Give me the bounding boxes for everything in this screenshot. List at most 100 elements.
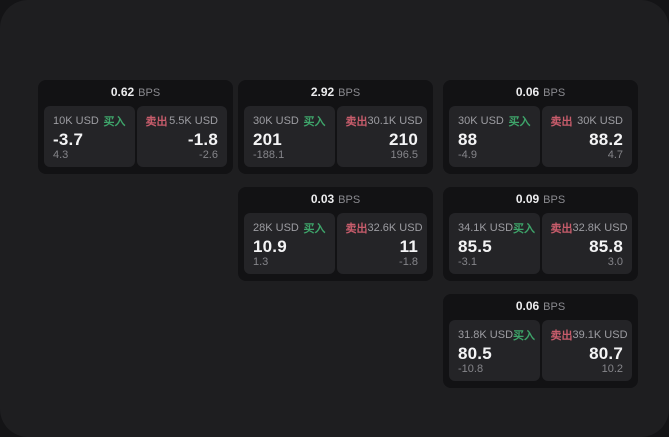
sell-amount: 32.8K USD	[572, 222, 628, 234]
sell-panel: 卖出 32.8K USD 85.8 3.0	[541, 213, 632, 274]
sell-sub-value: 196.5	[390, 149, 418, 161]
quote-card[interactable]: 0.06 BPS 30K USD 买入 88 -4.9 卖出 30K USD 8…	[443, 80, 638, 174]
sell-side-label: 卖出	[345, 223, 368, 235]
sell-amount: 32.6K USD	[367, 222, 423, 234]
sell-sub-value: -1.8	[399, 256, 418, 268]
sell-panel-top-row: 卖出 30K USD	[551, 113, 624, 129]
quote-panels: 28K USD 买入 10.9 1.3 卖出 32.6K USD 11 -1.8	[238, 211, 433, 274]
buy-side-label: 买入	[303, 116, 326, 128]
buy-panel: 10K USD 买入 -3.7 4.3	[44, 106, 135, 167]
sell-panel-top-row: 卖出 32.6K USD	[345, 220, 423, 236]
quote-panels: 34.1K USD 买入 85.5 -3.1 卖出 32.8K USD 85.8…	[443, 211, 638, 274]
bps-header: 0.62 BPS	[38, 80, 233, 104]
sell-panel: 卖出 32.6K USD 11 -1.8	[336, 213, 427, 274]
buy-price: 88	[458, 130, 478, 149]
bps-header: 0.06 BPS	[443, 80, 638, 104]
bps-unit-label: BPS	[338, 87, 361, 99]
buy-panel: 28K USD 买入 10.9 1.3	[244, 213, 335, 274]
sell-amount: 30.1K USD	[367, 115, 423, 127]
buy-sub-value: -188.1	[253, 149, 285, 161]
sell-side-label: 卖出	[145, 116, 168, 128]
bps-value: 0.06	[515, 299, 540, 313]
sell-side-label: 卖出	[550, 116, 573, 128]
sell-side-label: 卖出	[550, 223, 573, 235]
bps-unit-label: BPS	[543, 301, 566, 313]
sell-panel-top-row: 卖出 32.8K USD	[550, 220, 628, 236]
quote-card[interactable]: 2.92 BPS 30K USD 买入 201 -188.1 卖出 30.1K …	[238, 80, 433, 174]
bps-unit-label: BPS	[138, 87, 161, 99]
buy-panel: 30K USD 买入 201 -188.1	[244, 106, 335, 167]
buy-sub-value: 4.3	[53, 149, 69, 161]
sell-price: -1.8	[187, 130, 218, 149]
sell-price: 210	[389, 130, 418, 149]
bps-unit-label: BPS	[543, 87, 566, 99]
buy-amount: 10K USD	[53, 115, 99, 127]
buy-amount: 28K USD	[253, 222, 299, 234]
buy-amount: 30K USD	[253, 115, 299, 127]
buy-amount: 30K USD	[458, 115, 504, 127]
buy-amount: 31.8K USD	[458, 329, 514, 341]
buy-side-label: 买入	[508, 116, 531, 128]
quote-panels: 10K USD 买入 -3.7 4.3 卖出 5.5K USD -1.8 -2.…	[38, 104, 233, 167]
bps-header: 0.03 BPS	[238, 187, 433, 211]
sell-sub-value: 10.2	[601, 363, 623, 375]
quote-card[interactable]: 0.62 BPS 10K USD 买入 -3.7 4.3 卖出 5.5K USD…	[38, 80, 233, 174]
sell-price: 88.2	[589, 130, 623, 149]
bps-header: 0.09 BPS	[443, 187, 638, 211]
sell-side-label: 卖出	[550, 330, 573, 342]
bps-unit-label: BPS	[543, 194, 566, 206]
bps-value: 0.03	[310, 192, 335, 206]
bps-header: 2.92 BPS	[238, 80, 433, 104]
sell-amount: 30K USD	[577, 115, 623, 127]
buy-side-label: 买入	[513, 223, 536, 235]
buy-sub-value: -4.9	[458, 149, 477, 161]
buy-panel-top-row: 30K USD 买入	[458, 113, 531, 129]
bps-value: 0.62	[110, 85, 135, 99]
sell-price: 80.7	[589, 344, 623, 363]
buy-panel: 30K USD 买入 88 -4.9	[449, 106, 540, 167]
quote-panels: 30K USD 买入 88 -4.9 卖出 30K USD 88.2 4.7	[443, 104, 638, 167]
sell-panel: 卖出 30.1K USD 210 196.5	[336, 106, 427, 167]
buy-price: 85.5	[458, 237, 492, 256]
sell-sub-value: -2.6	[199, 149, 218, 161]
buy-panel-top-row: 31.8K USD 买入	[458, 327, 535, 343]
quote-panels: 30K USD 买入 201 -188.1 卖出 30.1K USD 210 1…	[238, 104, 433, 167]
bps-header: 0.06 BPS	[443, 294, 638, 318]
sell-price: 85.8	[589, 237, 623, 256]
sell-price: 11	[399, 237, 418, 256]
buy-side-label: 买入	[513, 330, 536, 342]
sell-panel-top-row: 卖出 30.1K USD	[345, 113, 423, 129]
buy-side-label: 买入	[103, 116, 126, 128]
sell-sub-value: 4.7	[607, 149, 623, 161]
sell-panel: 卖出 5.5K USD -1.8 -2.6	[136, 106, 227, 167]
quote-card[interactable]: 0.03 BPS 28K USD 买入 10.9 1.3 卖出 32.6K US…	[238, 187, 433, 281]
buy-panel-top-row: 10K USD 买入	[53, 113, 126, 129]
bps-value: 0.09	[515, 192, 540, 206]
bps-unit-label: BPS	[338, 194, 361, 206]
buy-panel: 31.8K USD 买入 80.5 -10.8	[449, 320, 540, 381]
sell-panel: 卖出 39.1K USD 80.7 10.2	[541, 320, 632, 381]
buy-sub-value: 1.3	[253, 256, 269, 268]
sell-side-label: 卖出	[345, 116, 368, 128]
buy-price: 80.5	[458, 344, 492, 363]
quote-card[interactable]: 0.09 BPS 34.1K USD 买入 85.5 -3.1 卖出 32.8K…	[443, 187, 638, 281]
buy-price: -3.7	[53, 130, 84, 149]
quote-panels: 31.8K USD 买入 80.5 -10.8 卖出 39.1K USD 80.…	[443, 318, 638, 381]
buy-price: 201	[253, 130, 282, 149]
quote-card[interactable]: 0.06 BPS 31.8K USD 买入 80.5 -10.8 卖出 39.1…	[443, 294, 638, 388]
sell-panel-top-row: 卖出 5.5K USD	[146, 113, 219, 129]
buy-side-label: 买入	[303, 223, 326, 235]
buy-panel-top-row: 30K USD 买入	[253, 113, 326, 129]
bps-value: 2.92	[310, 85, 335, 99]
buy-amount: 34.1K USD	[458, 222, 514, 234]
buy-panel-top-row: 28K USD 买入	[253, 220, 326, 236]
buy-sub-value: -3.1	[458, 256, 477, 268]
sell-panel: 卖出 30K USD 88.2 4.7	[541, 106, 632, 167]
sell-amount: 39.1K USD	[572, 329, 628, 341]
sell-sub-value: 3.0	[607, 256, 623, 268]
bps-value: 0.06	[515, 85, 540, 99]
sell-panel-top-row: 卖出 39.1K USD	[550, 327, 628, 343]
sell-amount: 5.5K USD	[169, 115, 218, 127]
buy-sub-value: -10.8	[458, 363, 484, 375]
